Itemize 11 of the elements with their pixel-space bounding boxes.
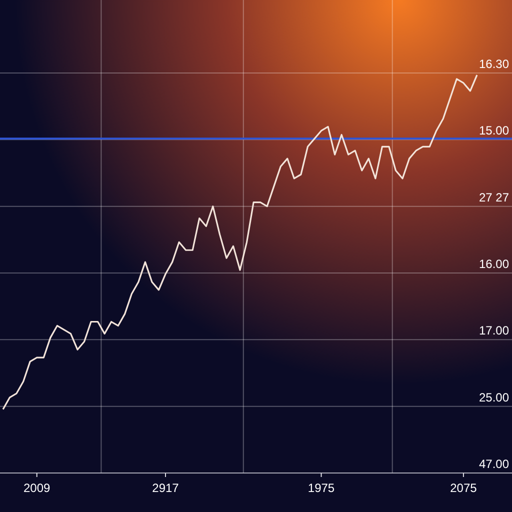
annotation: 17.00 [479,324,510,338]
annotation: 47.00 [479,457,510,471]
annotation: 15.00 [479,124,510,138]
annotation: 25.00 [479,390,510,404]
annotation: 16.00 [479,257,510,271]
x-tick-label: 2075 [450,481,478,495]
x-tick-label: 1975 [308,481,335,495]
annotation: 27 27 [479,190,510,204]
text: 16.30 [479,57,510,71]
x-tick-label: 2917 [152,481,180,495]
x-tick-label: 2009 [24,481,51,495]
